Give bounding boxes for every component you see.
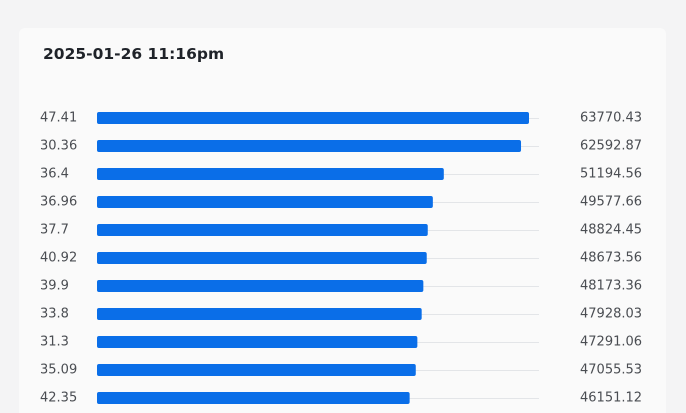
value-label-4: 48824.45 xyxy=(580,223,642,238)
category-label-5: 40.92 xyxy=(40,251,77,266)
bar-8[interactable] xyxy=(97,336,418,348)
value-label-10: 46151.12 xyxy=(580,391,642,406)
category-label-4: 37.7 xyxy=(40,223,69,238)
bar-4[interactable] xyxy=(97,224,428,236)
category-label-3: 36.96 xyxy=(40,195,77,210)
value-label-6: 48173.36 xyxy=(580,279,642,294)
category-label-2: 36.4 xyxy=(40,167,69,182)
category-label-6: 39.9 xyxy=(40,279,69,294)
value-label-9: 47055.53 xyxy=(580,363,642,378)
chart-card: 2025-01-26 11:16pm 47.41 63770.43 30.36 625… xyxy=(19,28,666,413)
bar-7[interactable] xyxy=(97,308,422,320)
category-label-0: 47.41 xyxy=(40,111,77,126)
value-label-1: 62592.87 xyxy=(580,139,642,154)
bar-3[interactable] xyxy=(97,196,433,208)
bar-2[interactable] xyxy=(97,168,444,180)
category-label-1: 30.36 xyxy=(40,139,77,154)
category-label-8: 31.3 xyxy=(40,335,69,350)
category-label-10: 42.35 xyxy=(40,391,77,406)
bar-0[interactable] xyxy=(97,112,529,124)
bar-1[interactable] xyxy=(97,140,522,152)
value-label-5: 48673.56 xyxy=(580,251,642,266)
category-label-7: 33.8 xyxy=(40,307,69,322)
value-label-0: 63770.43 xyxy=(580,111,642,126)
bar-5[interactable] xyxy=(97,252,427,264)
bar-9[interactable] xyxy=(97,364,416,376)
bar-6[interactable] xyxy=(97,280,424,292)
value-label-3: 49577.66 xyxy=(580,195,642,210)
bar-chart: 47.41 63770.43 30.36 62592.87 36.4 51194.56 36… xyxy=(40,111,642,406)
value-label-8: 47291.06 xyxy=(580,335,642,350)
card-title: 2025-01-26 11:16pm xyxy=(43,45,225,63)
value-label-2: 51194.56 xyxy=(580,167,642,182)
value-label-7: 47928.03 xyxy=(580,307,642,322)
bar-10[interactable] xyxy=(97,392,410,404)
category-label-9: 35.09 xyxy=(40,363,77,378)
